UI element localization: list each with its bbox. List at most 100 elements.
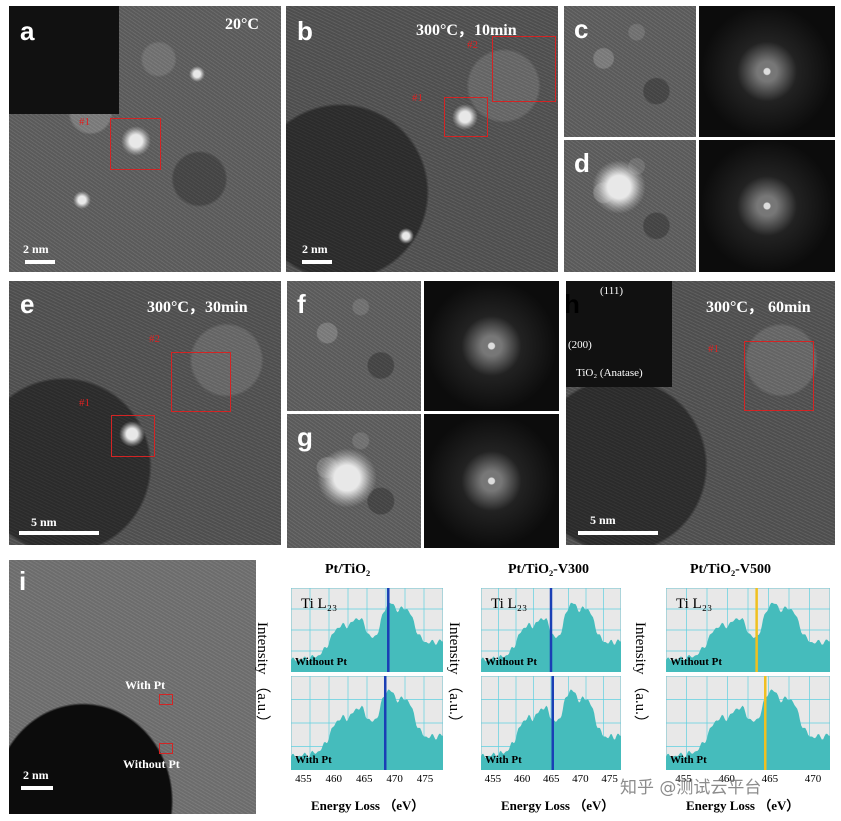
- panel-a-scale-label: 2 nm: [23, 242, 49, 256]
- panel-h-tag: #1: [708, 343, 719, 355]
- panel-e-tag-1: #1: [79, 397, 90, 409]
- panel-h-scale-bar: [578, 531, 658, 535]
- panel-g-hrtem: g: [287, 414, 421, 548]
- panel-d-fft: [699, 140, 835, 272]
- panel-b-region-box-2: [492, 36, 556, 102]
- spectrum-area: [666, 689, 830, 770]
- nanoparticle: [317, 448, 377, 508]
- panel-f-hrtem: f: [287, 281, 421, 411]
- panel-c-hrtem: c: [564, 6, 696, 137]
- x-tick-label: 470: [386, 773, 403, 785]
- panel-a-letter: a: [20, 16, 35, 46]
- panel-h-label-111: (111): [600, 285, 624, 297]
- nanoparticle: [452, 104, 478, 130]
- spectrum-plot: [291, 588, 443, 672]
- nanoparticle: [73, 191, 91, 209]
- spectrum-area: [291, 602, 443, 672]
- spectrum-ylabel: Intensity （a.u.）: [446, 622, 462, 730]
- x-tick-label: 460: [718, 773, 735, 785]
- panel-b-letter: b: [297, 16, 313, 46]
- spectrum-area: [666, 602, 830, 672]
- without-pt-region-box: [159, 743, 173, 754]
- spectrum-ylabel: Intensity （a.u.）: [254, 622, 270, 730]
- watermark: 知乎 @测试云平台: [620, 778, 762, 798]
- panel-h-scale-label: 5 nm: [590, 513, 616, 527]
- series-label: Without Pt: [670, 656, 723, 668]
- panel-g-letter: g: [297, 422, 313, 452]
- panel-d-letter: d: [574, 148, 590, 178]
- panel-e-condition: 300°C，30min: [147, 299, 248, 316]
- series-label: With Pt: [670, 754, 707, 766]
- edge-label: Ti L₂₃: [301, 596, 338, 612]
- x-tick-label: 475: [601, 773, 618, 785]
- x-tick-label: 465: [543, 773, 560, 785]
- spectrum-xlabel: Energy Loss （eV）: [311, 798, 425, 813]
- without-pt-label: Without Pt: [123, 757, 180, 771]
- with-pt-region-box: [159, 694, 173, 705]
- panel-h-label-200: (200): [568, 339, 592, 351]
- spectrum-plot: [481, 676, 621, 770]
- x-tick-label: 465: [355, 773, 373, 785]
- spectrum-title: Pt/TiO₂-V500: [690, 562, 771, 577]
- panel-e-tag-2: #2: [149, 333, 160, 345]
- nanoparticle: [189, 66, 205, 82]
- spectrum-ylabel: Intensity （a.u.）: [632, 622, 648, 730]
- nanoparticle: [119, 421, 145, 447]
- panel-c-fft: [699, 6, 835, 137]
- panel-b-scale-label: 2 nm: [302, 242, 328, 256]
- panel-f-letter: f: [297, 289, 306, 319]
- panel-h: (111) (200) TiO₂ (Anatase) h 300°C， 60mi…: [566, 281, 835, 545]
- panel-b-scale-bar: [302, 260, 332, 264]
- series-label: Without Pt: [295, 656, 348, 668]
- panel-a-tag: #1: [79, 116, 90, 128]
- panel-e: e 300°C，30min #2 #1 5 nm: [9, 281, 281, 545]
- x-tick-label: 460: [325, 773, 343, 785]
- spectrum-area: [291, 689, 443, 770]
- panel-c-letter: c: [574, 14, 589, 44]
- edge-label: Ti L₂₃: [676, 596, 713, 612]
- x-tick-label: 470: [572, 773, 589, 785]
- spectrum-title: Pt/TiO₂-V300: [508, 562, 589, 577]
- panel-a-scale-bar: [25, 260, 55, 264]
- spectrum-plot: [291, 676, 443, 770]
- panel-b-region-box-1: [444, 97, 488, 137]
- x-tick-label: 460: [513, 773, 531, 785]
- panel-f-fft: [424, 281, 559, 411]
- panel-b-condition: 300°C，10min: [416, 22, 517, 39]
- spectrum-title: Pt/TiO₂: [325, 562, 371, 577]
- panel-e-scale-bar: [19, 531, 99, 535]
- with-pt-label: With Pt: [125, 678, 166, 692]
- x-tick-label: 475: [416, 773, 434, 785]
- panel-g-fft: [424, 414, 559, 548]
- panel-e-letter: e: [20, 289, 35, 319]
- panel-h-condition: 300°C， 60min: [706, 299, 811, 316]
- panel-h-label-anatase: TiO₂ (Anatase): [576, 367, 643, 379]
- panel-d-hrtem: d: [564, 140, 696, 272]
- spectrum-plot: [666, 676, 830, 770]
- panel-a: a 20°C #1 2 nm: [9, 6, 281, 272]
- spectrum-xlabel: Energy Loss （eV）: [501, 798, 615, 813]
- x-tick-label: 455: [484, 773, 502, 785]
- panel-b-tag-2: #2: [467, 39, 478, 51]
- nanoparticle: [592, 160, 646, 214]
- x-tick-label: 455: [295, 773, 312, 785]
- panel-b: b 300°C，10min #2 #1 2 nm: [286, 6, 558, 272]
- nanoparticle: [121, 126, 151, 156]
- panel-a-condition: 20°C: [225, 16, 259, 33]
- panel-a-region-box: [110, 118, 161, 170]
- panel-e-region-box-1: [111, 415, 155, 457]
- series-label: Without Pt: [485, 656, 538, 668]
- x-tick-label: 455: [675, 773, 692, 785]
- spectrum-plot: [666, 588, 830, 672]
- series-label: With Pt: [485, 754, 522, 766]
- edge-label: Ti L₂₃: [491, 596, 528, 612]
- spectrum-plot: [481, 588, 621, 672]
- panel-h-region-box: [744, 341, 814, 411]
- series-label: With Pt: [295, 754, 332, 766]
- panel-e-scale-label: 5 nm: [31, 515, 57, 529]
- panel-i: i With Pt Without Pt 2 nm: [9, 560, 256, 814]
- panel-i-scale-bar: [21, 786, 53, 790]
- panel-b-tag-1: #1: [412, 92, 423, 104]
- x-tick-label: 470: [804, 773, 822, 785]
- panel-h-fft-inset: (111) (200) TiO₂ (Anatase): [566, 281, 672, 387]
